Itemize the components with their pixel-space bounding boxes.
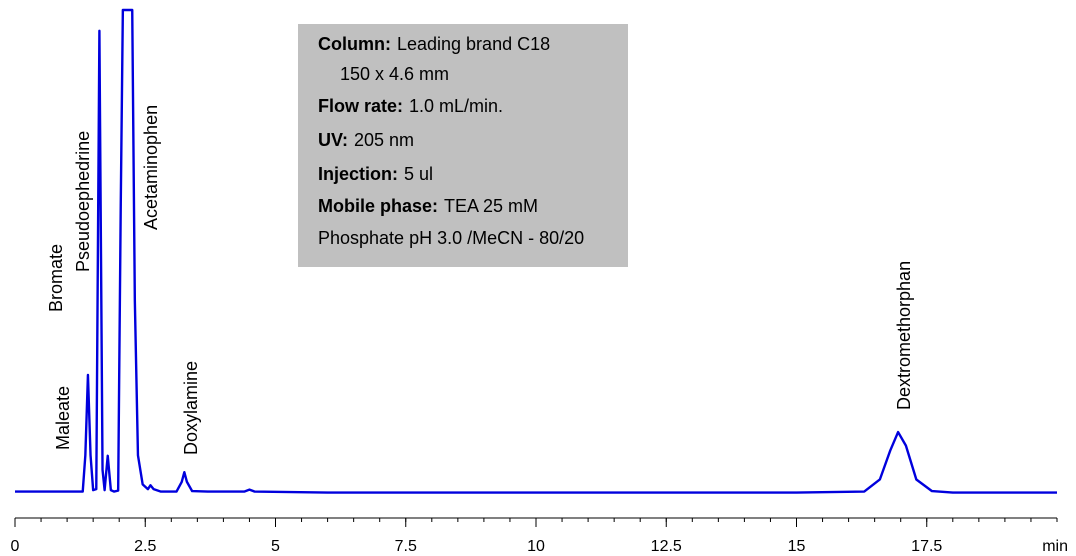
info-label: Injection: [318,164,398,184]
info-text: 150 x 4.6 mm [340,64,449,84]
x-tick-label: 2.5 [134,538,156,555]
info-label: UV: [318,130,348,150]
info-box [298,24,628,267]
info-text: Leading brand C18 [397,34,550,54]
x-axis-label: min [1042,538,1068,555]
info-line: Column: Leading brand C18 [318,34,550,54]
info-line: Phosphate pH 3.0 /MeCN - 80/20 [318,228,584,248]
x-tick-label: 7.5 [395,538,417,555]
info-text: 5 ul [404,164,433,184]
x-tick-label: 15 [788,538,806,555]
info-line: Flow rate: 1.0 mL/min. [318,96,503,116]
info-line: Mobile phase: TEA 25 mM [318,196,538,216]
x-tick-label: 5 [271,538,280,555]
info-line: UV: 205 nm [318,130,414,150]
x-tick-label: 17.5 [911,538,942,555]
info-text: 1.0 mL/min. [409,96,503,116]
x-tick-label: 0 [11,538,20,555]
peak-label: Maleate [53,386,73,450]
info-text: 205 nm [354,130,414,150]
peak-label: Acetaminophen [141,105,161,230]
info-label: Flow rate: [318,96,403,116]
x-tick-label: 10 [527,538,545,555]
peak-label: Pseudoephedrine [73,131,93,272]
info-text: Phosphate pH 3.0 /MeCN - 80/20 [318,228,584,248]
info-line: Injection: 5 ul [318,164,433,184]
peak-label: Bromate [46,244,66,312]
peak-label: Doxylamine [181,361,201,455]
info-label: Column: [318,34,391,54]
info-line: 150 x 4.6 mm [340,64,449,84]
info-text: TEA 25 mM [444,196,538,216]
trace [15,8,1057,494]
info-label: Mobile phase: [318,196,438,216]
x-tick-label: 12.5 [651,538,682,555]
peak-label: Dextromethorphan [894,261,914,410]
